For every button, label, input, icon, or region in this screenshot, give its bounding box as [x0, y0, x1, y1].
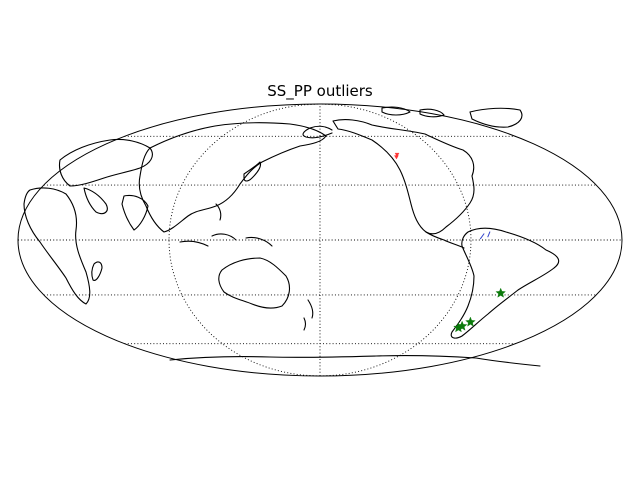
event-markers [394, 152, 506, 333]
red-event [394, 152, 400, 158]
coastline-asia [138, 122, 327, 233]
coastline-arctic-islands [381, 106, 445, 118]
coastline-arabia [83, 187, 108, 215]
coastline-japan [243, 161, 262, 182]
coastline-madagascar [91, 261, 103, 281]
graticule [18, 103, 622, 377]
map-title: SS_PP outliers [267, 82, 373, 101]
blue-ray-path [487, 231, 491, 238]
graticule-meridian [319, 103, 472, 377]
coastline-africa [23, 187, 91, 305]
coastline-new-zealand [303, 299, 314, 331]
coastline-europe [58, 138, 153, 187]
blue-ray-path [479, 233, 485, 240]
green-event [495, 287, 506, 298]
coastline-philippines [215, 203, 222, 221]
coastline-central-america [425, 231, 465, 249]
red-event [394, 155, 399, 160]
coastline-greenland [469, 107, 523, 128]
graticule-meridian [168, 103, 321, 377]
coastline-north-america [332, 119, 475, 235]
coastlines [23, 106, 560, 367]
green-event [465, 316, 476, 327]
coastline-alaska [302, 125, 333, 139]
coastline-india [121, 194, 149, 231]
coastline-indonesia [179, 233, 273, 247]
green-event [453, 322, 464, 333]
coastline-south-america [450, 227, 560, 339]
coastline-australia [218, 257, 291, 309]
coastline-antarctica [169, 355, 541, 367]
